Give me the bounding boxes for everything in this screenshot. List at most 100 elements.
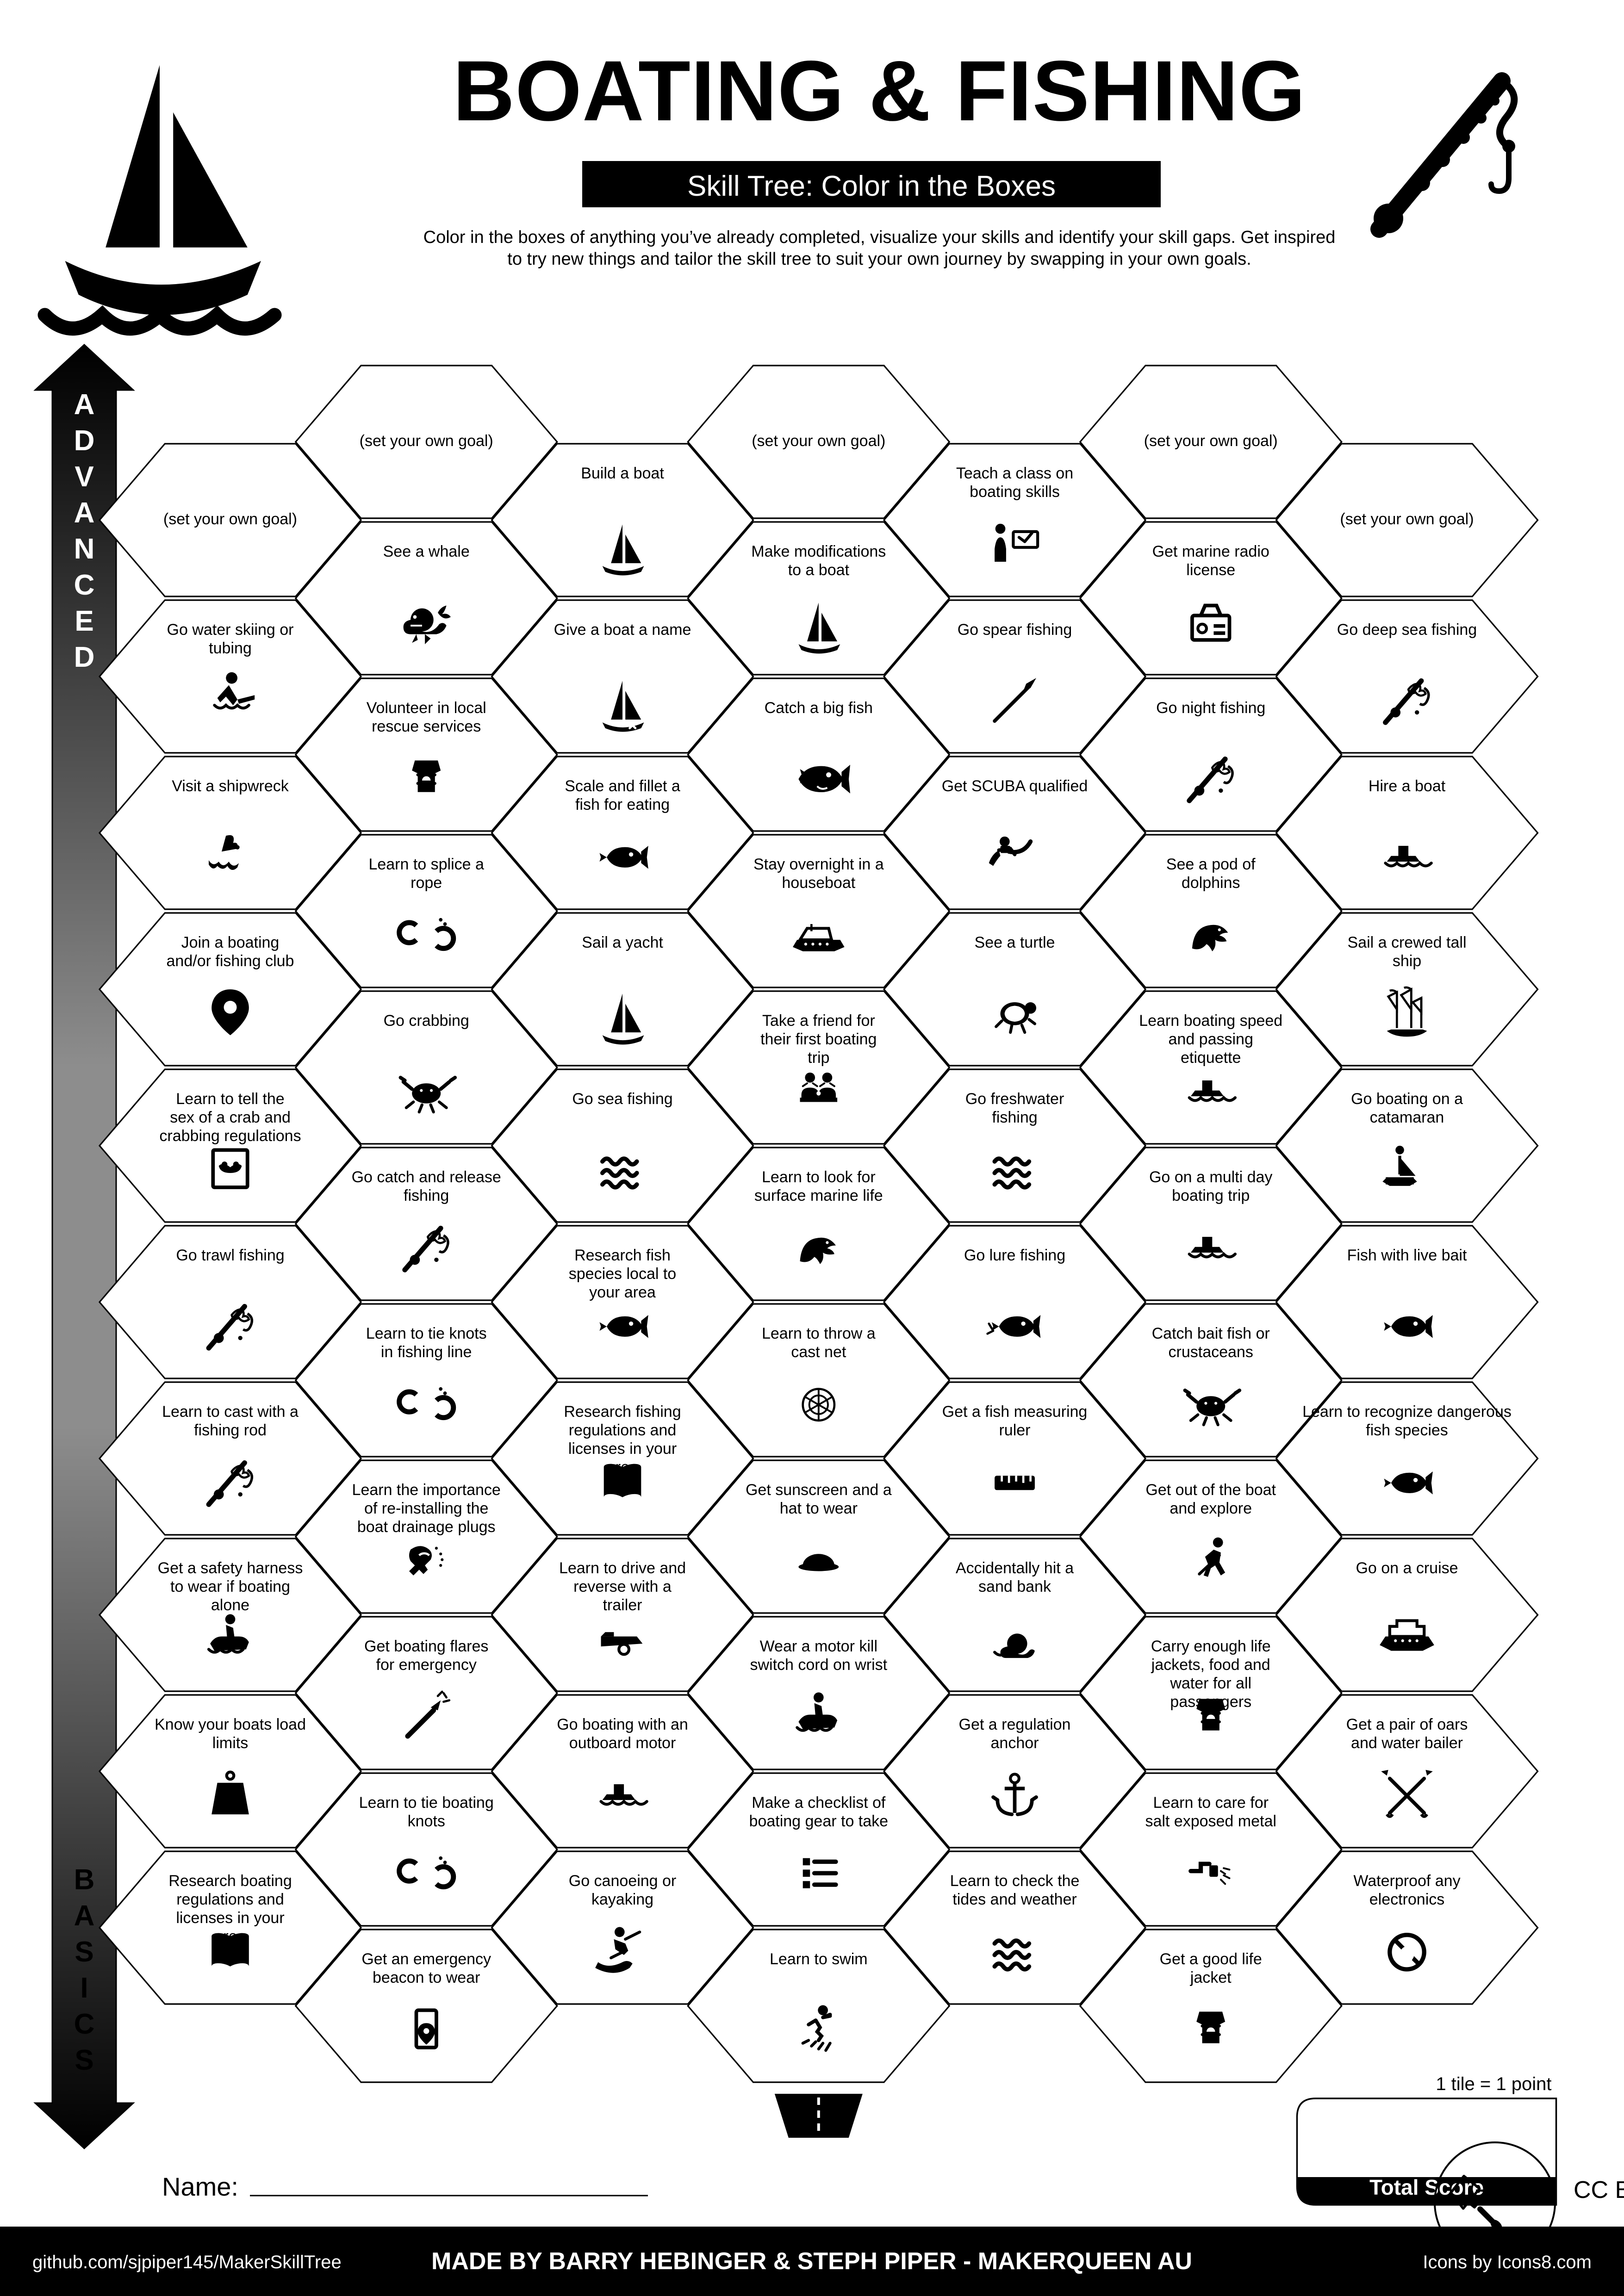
svg-text:A: A [74, 1900, 95, 1932]
svg-text:Research fish: Research fish [574, 1247, 671, 1264]
svg-text:Learn to throw a: Learn to throw a [762, 1325, 876, 1342]
svg-text:ship: ship [1393, 952, 1421, 970]
svg-text:species local to: species local to [569, 1265, 676, 1283]
svg-text:Catch a big fish: Catch a big fish [765, 699, 873, 717]
svg-text:and water bailer: and water bailer [1351, 1734, 1463, 1752]
svg-text:Teach a class on: Teach a class on [956, 465, 1073, 482]
svg-text:etiquette: etiquette [1181, 1049, 1241, 1067]
svg-text:(set your own goal): (set your own goal) [163, 510, 297, 528]
svg-text:Go on a cruise: Go on a cruise [1356, 1559, 1458, 1577]
svg-text:Fish with live bait: Fish with live bait [1347, 1247, 1467, 1264]
svg-text:See a pod of: See a pod of [1166, 856, 1256, 873]
svg-text:Learn to splice a: Learn to splice a [368, 856, 484, 873]
svg-text:houseboat: houseboat [782, 874, 855, 892]
svg-text:Go sea fishing: Go sea fishing [572, 1090, 672, 1108]
svg-text:to wear if boating: to wear if boating [170, 1578, 290, 1595]
svg-text:Know your boats load: Know your boats load [155, 1716, 306, 1733]
svg-text:Join a boating: Join a boating [181, 934, 280, 951]
svg-text:boating trip: boating trip [1172, 1187, 1250, 1204]
svg-text:Get an emergency: Get an emergency [361, 1950, 491, 1968]
svg-text:trailer: trailer [603, 1596, 642, 1614]
svg-text:BOATING & FISHING: BOATING & FISHING [453, 43, 1306, 139]
svg-text:Wear a motor kill: Wear a motor kill [760, 1638, 877, 1655]
svg-text:See a turtle: See a turtle [975, 934, 1055, 951]
svg-text:Learn to look for: Learn to look for [762, 1168, 876, 1186]
svg-text:trip: trip [808, 1049, 829, 1067]
svg-text:in fishing line: in fishing line [381, 1343, 472, 1361]
svg-text:and explore: and explore [1170, 1500, 1252, 1517]
svg-text:Go boating on a: Go boating on a [1351, 1090, 1463, 1108]
svg-text:Learn to drive and: Learn to drive and [559, 1559, 686, 1577]
svg-text:github.com/sjpiper145/MakerSki: github.com/sjpiper145/MakerSkillTree [32, 2252, 342, 2272]
svg-text:Build a boat: Build a boat [581, 465, 664, 482]
svg-text:your area: your area [589, 1284, 656, 1301]
svg-text:Go night fishing: Go night fishing [1156, 699, 1265, 717]
svg-text:(set your own goal): (set your own goal) [1144, 432, 1278, 450]
svg-text:boating skills: boating skills [970, 483, 1060, 501]
svg-text:Waterproof any: Waterproof any [1353, 1872, 1460, 1890]
svg-text:Go freshwater: Go freshwater [965, 1090, 1064, 1108]
svg-text:Go boating with an: Go boating with an [557, 1716, 688, 1733]
svg-text:Make a checklist of: Make a checklist of [752, 1794, 886, 1812]
svg-text:Get a pair of oars: Get a pair of oars [1346, 1716, 1468, 1733]
svg-text:Skill Tree: Color in the Boxes: Skill Tree: Color in the Boxes [687, 170, 1056, 202]
svg-text:Get a good life: Get a good life [1160, 1950, 1262, 1968]
svg-text:Get a regulation: Get a regulation [959, 1716, 1071, 1733]
svg-text:salt exposed metal: salt exposed metal [1145, 1812, 1276, 1830]
svg-text:Get marine radio: Get marine radio [1152, 543, 1269, 560]
svg-text:Name:: Name: [162, 2172, 238, 2201]
svg-text:V: V [75, 461, 93, 493]
svg-text:fish for eating: fish for eating [575, 796, 670, 813]
svg-text:(set your own goal): (set your own goal) [1340, 510, 1474, 528]
svg-text:catamaran: catamaran [1370, 1109, 1444, 1126]
svg-text:Get SCUBA qualified: Get SCUBA qualified [942, 777, 1088, 795]
svg-text:S: S [75, 1936, 93, 1968]
svg-text:CC BY-NC-SA 4.0: CC BY-NC-SA 4.0 [1574, 2177, 1624, 2203]
svg-text:rescue services: rescue services [372, 718, 481, 735]
svg-text:Sail a yacht: Sail a yacht [582, 934, 663, 951]
svg-text:Go crabbing: Go crabbing [384, 1012, 469, 1030]
svg-text:I: I [80, 1972, 88, 2004]
svg-text:(set your own goal): (set your own goal) [752, 432, 885, 450]
svg-text:Get sunscreen and a: Get sunscreen and a [746, 1481, 892, 1499]
svg-text:Learn boating speed: Learn boating speed [1139, 1012, 1282, 1030]
svg-text:D: D [74, 425, 95, 457]
svg-text:tides and weather: tides and weather [952, 1891, 1076, 1908]
svg-text:regulations and: regulations and [569, 1421, 677, 1439]
svg-text:fishing rod: fishing rod [194, 1421, 267, 1439]
svg-text:boating gear to take: boating gear to take [749, 1812, 889, 1830]
svg-text:Get boating flares: Get boating flares [364, 1638, 488, 1655]
svg-text:Catch bait fish or: Catch bait fish or [1152, 1325, 1270, 1342]
svg-text:Go spear fishing: Go spear fishing [958, 621, 1072, 639]
svg-text:B: B [74, 1864, 95, 1896]
svg-text:sex of a crab and: sex of a crab and [170, 1109, 291, 1126]
svg-text:crabbing regulations: crabbing regulations [159, 1127, 301, 1145]
svg-text:Learn to swim: Learn to swim [770, 1950, 868, 1968]
svg-text:reverse with a: reverse with a [573, 1578, 672, 1595]
svg-text:A: A [74, 389, 95, 421]
svg-text:and passing: and passing [1169, 1030, 1253, 1048]
svg-text:Get a safety harness: Get a safety harness [158, 1559, 303, 1577]
svg-text:surface marine life: surface marine life [754, 1187, 883, 1204]
svg-text:Make modifications: Make modifications [751, 543, 886, 560]
svg-text:Go water skiing or: Go water skiing or [167, 621, 294, 639]
svg-text:beacon to wear: beacon to wear [373, 1969, 480, 1986]
svg-text:boat drainage plugs: boat drainage plugs [357, 1518, 496, 1536]
svg-text:Go trawl fishing: Go trawl fishing [176, 1247, 284, 1264]
svg-text:outboard motor: outboard motor [569, 1734, 676, 1752]
svg-text:Carry enough life: Carry enough life [1151, 1638, 1271, 1655]
svg-text:fish species: fish species [1366, 1421, 1448, 1439]
svg-text:kayaking: kayaking [591, 1891, 653, 1908]
svg-text:and/or fishing club: and/or fishing club [167, 952, 294, 970]
svg-text:to try new things and tailor t: to try new things and tailor the skill t… [507, 249, 1251, 269]
svg-text:Go lure fishing: Go lure fishing [964, 1247, 1065, 1264]
svg-text:MADE BY BARRY HEBINGER & STEPH: MADE BY BARRY HEBINGER & STEPH PIPER - M… [431, 2248, 1192, 2275]
svg-text:jacket: jacket [1190, 1969, 1232, 1986]
svg-text:Go on a multi day: Go on a multi day [1149, 1168, 1272, 1186]
svg-text:Color in the boxes of anything: Color in the boxes of anything you’ve al… [423, 228, 1336, 247]
svg-text:ruler: ruler [999, 1421, 1030, 1439]
svg-text:Go deep sea fishing: Go deep sea fishing [1337, 621, 1477, 639]
svg-text:alone: alone [211, 1596, 249, 1614]
svg-text:Get out of the boat: Get out of the boat [1145, 1481, 1276, 1499]
svg-text:of re-installing the: of re-installing the [364, 1500, 488, 1517]
